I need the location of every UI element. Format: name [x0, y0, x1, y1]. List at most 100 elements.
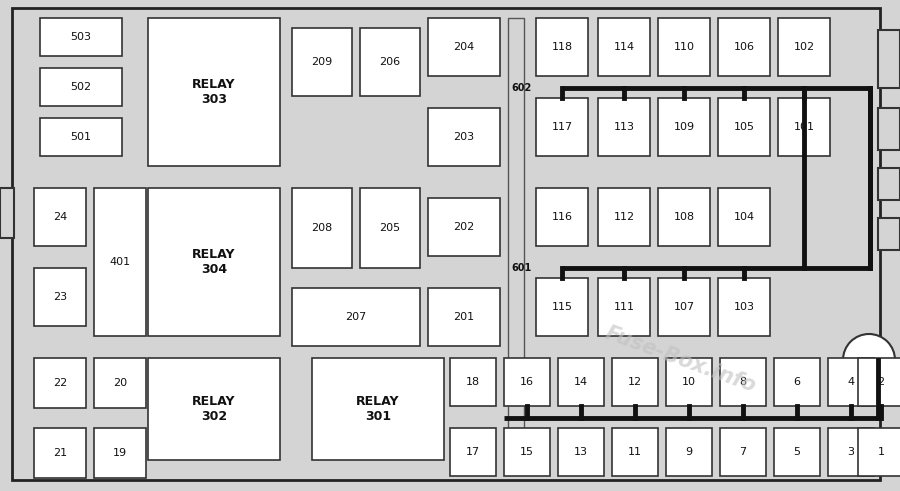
Text: 201: 201: [454, 312, 474, 322]
Bar: [428, 288, 500, 346]
Bar: [536, 188, 588, 246]
Text: 5: 5: [794, 447, 800, 457]
Bar: [148, 18, 280, 166]
Circle shape: [843, 334, 895, 386]
Text: 16: 16: [520, 377, 534, 387]
Bar: [148, 358, 280, 460]
Bar: [558, 428, 604, 476]
Bar: [428, 18, 500, 76]
Bar: [720, 428, 766, 476]
Text: 110: 110: [673, 42, 695, 52]
Text: 118: 118: [552, 42, 572, 52]
Text: 501: 501: [70, 132, 92, 142]
Bar: [40, 118, 122, 156]
Bar: [858, 358, 900, 406]
Bar: [34, 428, 86, 478]
Bar: [858, 428, 900, 476]
Text: 207: 207: [346, 312, 366, 322]
Text: 205: 205: [380, 223, 400, 233]
Bar: [718, 188, 770, 246]
Text: 11: 11: [628, 447, 642, 457]
Bar: [292, 28, 352, 96]
Bar: [34, 188, 86, 246]
Text: 112: 112: [614, 212, 634, 222]
Bar: [292, 188, 352, 268]
Bar: [878, 108, 900, 150]
Text: 15: 15: [520, 447, 534, 457]
Bar: [536, 278, 588, 336]
Bar: [428, 198, 500, 256]
Text: 108: 108: [673, 212, 695, 222]
Bar: [658, 278, 710, 336]
Text: 8: 8: [740, 377, 747, 387]
Text: 22: 22: [53, 378, 68, 388]
Bar: [360, 188, 420, 268]
Text: 502: 502: [70, 82, 92, 92]
Text: RELAY
301: RELAY 301: [356, 395, 400, 423]
Text: 6: 6: [794, 377, 800, 387]
Bar: [774, 358, 820, 406]
Text: 105: 105: [734, 122, 754, 132]
Bar: [40, 18, 122, 56]
Bar: [558, 358, 604, 406]
Text: 115: 115: [552, 302, 572, 312]
Text: 19: 19: [112, 448, 127, 458]
Bar: [774, 428, 820, 476]
Text: RELAY
303: RELAY 303: [193, 78, 236, 106]
Bar: [666, 358, 712, 406]
Bar: [428, 108, 500, 166]
Bar: [94, 188, 146, 336]
Bar: [598, 18, 650, 76]
Bar: [658, 18, 710, 76]
Bar: [94, 428, 146, 478]
Bar: [718, 278, 770, 336]
Bar: [536, 18, 588, 76]
Text: 208: 208: [311, 223, 333, 233]
Text: 503: 503: [70, 32, 92, 42]
Text: 602: 602: [512, 83, 532, 93]
Text: 18: 18: [466, 377, 480, 387]
Bar: [292, 288, 420, 346]
Text: 204: 204: [454, 42, 474, 52]
Text: 106: 106: [734, 42, 754, 52]
Bar: [878, 218, 900, 250]
Text: 117: 117: [552, 122, 572, 132]
Text: 116: 116: [552, 212, 572, 222]
Text: 102: 102: [794, 42, 814, 52]
Bar: [360, 28, 420, 96]
Text: Fuse-Box.info: Fuse-Box.info: [602, 324, 759, 397]
Bar: [612, 358, 658, 406]
Bar: [612, 428, 658, 476]
Bar: [504, 428, 550, 476]
Bar: [0, 188, 14, 238]
Text: 103: 103: [734, 302, 754, 312]
Bar: [658, 98, 710, 156]
Bar: [450, 428, 496, 476]
Bar: [450, 358, 496, 406]
Bar: [34, 358, 86, 408]
Text: 20: 20: [112, 378, 127, 388]
Bar: [508, 18, 524, 458]
Text: RELAY
304: RELAY 304: [193, 248, 236, 276]
Text: 111: 111: [614, 302, 634, 312]
Text: 24: 24: [53, 212, 68, 222]
Text: 21: 21: [53, 448, 68, 458]
Bar: [718, 98, 770, 156]
Text: 401: 401: [110, 257, 130, 267]
Bar: [666, 428, 712, 476]
Text: 113: 113: [614, 122, 634, 132]
Text: 2: 2: [878, 377, 885, 387]
Bar: [34, 268, 86, 326]
Text: 104: 104: [734, 212, 754, 222]
Text: 114: 114: [614, 42, 634, 52]
Text: 3: 3: [848, 447, 854, 457]
Text: RELAY
302: RELAY 302: [193, 395, 236, 423]
Bar: [312, 358, 444, 460]
Bar: [778, 18, 830, 76]
Bar: [658, 188, 710, 246]
Bar: [828, 428, 874, 476]
Bar: [504, 358, 550, 406]
Bar: [94, 358, 146, 408]
Text: 4: 4: [848, 377, 855, 387]
Bar: [598, 98, 650, 156]
